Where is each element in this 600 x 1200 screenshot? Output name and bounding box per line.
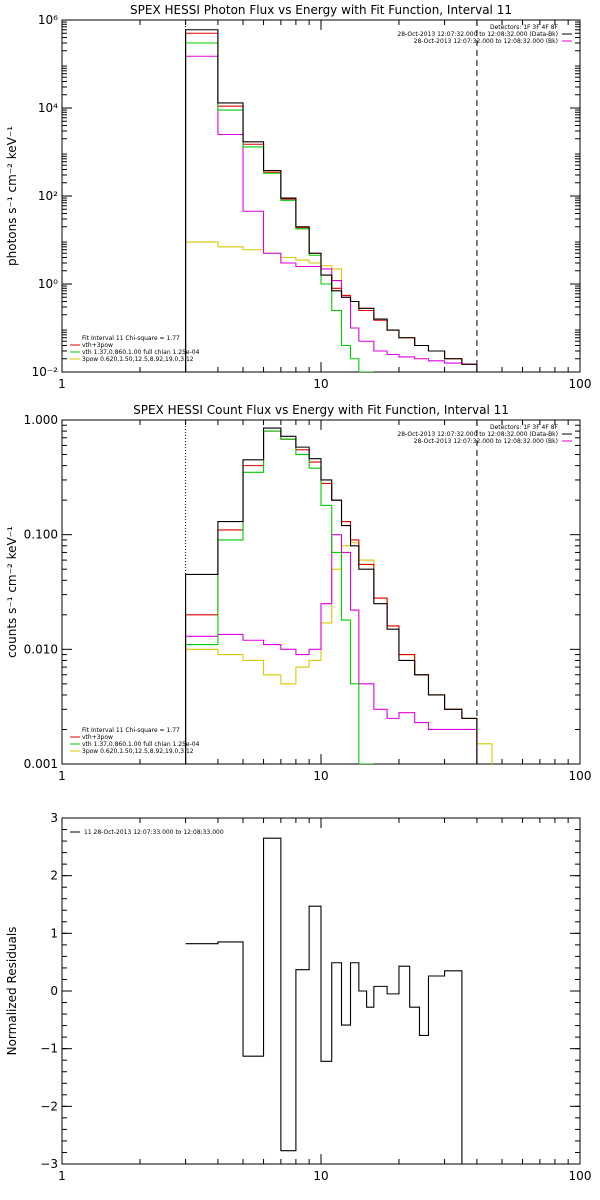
y-tick-label: 0.100 [24, 528, 58, 542]
x-tick-label: 1 [58, 377, 66, 391]
y-tick-label: 0 [50, 984, 58, 998]
legend-bottomleft-entry: 3pow 0.620,1.50,12.5,8.92,19.0,3.12 [82, 748, 194, 755]
series-4-line [185, 534, 478, 764]
plot-frame [61, 19, 581, 373]
series-1-line [185, 837, 463, 1164]
legend-bottomleft-entry: vth+3pow [82, 342, 113, 349]
x-tick-label: 1 [58, 1169, 66, 1183]
x-tick-label: 100 [569, 377, 592, 391]
chart-panel-1: SPEX HESSI Photon Flux vs Energy with Fi… [5, 3, 591, 391]
y-tick-label: 10⁻² [32, 365, 59, 379]
y-tick-label: 1.000 [24, 413, 58, 427]
legend-topright-entry: Detectors: 1F 3F 4F 8F [490, 24, 559, 31]
y-tick-label: 2 [50, 869, 58, 883]
chart-panel-3: Normalized Residuals 1 10 100 −3 −2 −1 0 1 2 3 11 2… [5, 811, 591, 1183]
chart-title: SPEX HESSI Count Flux vs Energy with Fit… [133, 403, 509, 417]
legend-bottomleft-entry: vth+3pow [82, 734, 113, 741]
series-4-line [185, 55, 478, 372]
series-5-line [185, 542, 493, 764]
legend-topright-entry: Detectors: 1F 3F 4F 8F [490, 424, 559, 431]
y-tick-label: 10⁴ [38, 101, 58, 115]
y-tick-label: 0.001 [24, 757, 58, 771]
series-2-line [185, 32, 478, 372]
legend-bottomleft-entry: Fit Interval 11 Chi-square = 1.77 [82, 727, 180, 734]
legend-bottomleft-entry: vth 1.37,0.860,1.00 full chian 1.25e-04 [82, 741, 200, 748]
legend-topright-entry: 28-Oct-2013 12:07:32.000 to 12:08:32.000… [414, 38, 558, 45]
y-tick-label: 10² [38, 189, 58, 203]
legend-entry: 11 28-Oct-2013 12:07:33.000 to 12:08:33.… [84, 829, 224, 836]
x-tick-label: 10 [313, 769, 328, 783]
y-tick-label: 0.010 [24, 642, 58, 656]
y-tick-label: 10⁶ [38, 13, 58, 27]
series-1-line [185, 427, 478, 764]
y-tick-label: 1 [50, 926, 58, 940]
series-1-line [185, 29, 478, 372]
x-tick-label: 10 [313, 1169, 328, 1183]
chart-panel-2: SPEX HESSI Count Flux vs Energy with Fit… [5, 403, 591, 783]
legend-bottomleft-entry: 3pow 0.620,1.50,12.5,8.92,19.0,3.12 [82, 356, 194, 363]
legend-topright-entry: 28-Oct-2013 12:07:32.000 to 12:08:32.000… [397, 431, 558, 438]
series-3-line [185, 42, 374, 372]
legend-topright-entry: 28-Oct-2013 12:07:32.000 to 12:08:32.000… [397, 31, 558, 38]
y-axis-label: counts s⁻¹ cm⁻² keV⁻¹ [5, 526, 19, 658]
y-tick-label: 10⁰ [38, 277, 58, 291]
legend-topright-entry: 28-Oct-2013 12:07:32.000 to 12:08:32.000… [414, 438, 558, 445]
chart-title: SPEX HESSI Photon Flux vs Energy with Fi… [130, 3, 512, 17]
y-tick-label: 3 [50, 811, 58, 825]
y-tick-label: −1 [40, 1042, 58, 1056]
x-tick-label: 100 [569, 769, 592, 783]
series-3-line [185, 430, 374, 764]
y-tick-label: −3 [40, 1157, 58, 1171]
y-axis-label: photons s⁻¹ cm⁻² keV⁻¹ [5, 126, 19, 266]
y-axis-label: Normalized Residuals [5, 927, 19, 1056]
x-tick-label: 1 [58, 769, 66, 783]
y-tick-label: −2 [40, 1099, 58, 1113]
x-tick-label: 10 [313, 377, 328, 391]
x-tick-label: 100 [569, 1169, 592, 1183]
legend-bottomleft-entry: Fit Interval 11 Chi-square = 1.77 [82, 335, 180, 342]
legend-bottomleft-entry: vth 1.37,0.860,1.00 full chian 1.25e-04 [82, 349, 200, 356]
